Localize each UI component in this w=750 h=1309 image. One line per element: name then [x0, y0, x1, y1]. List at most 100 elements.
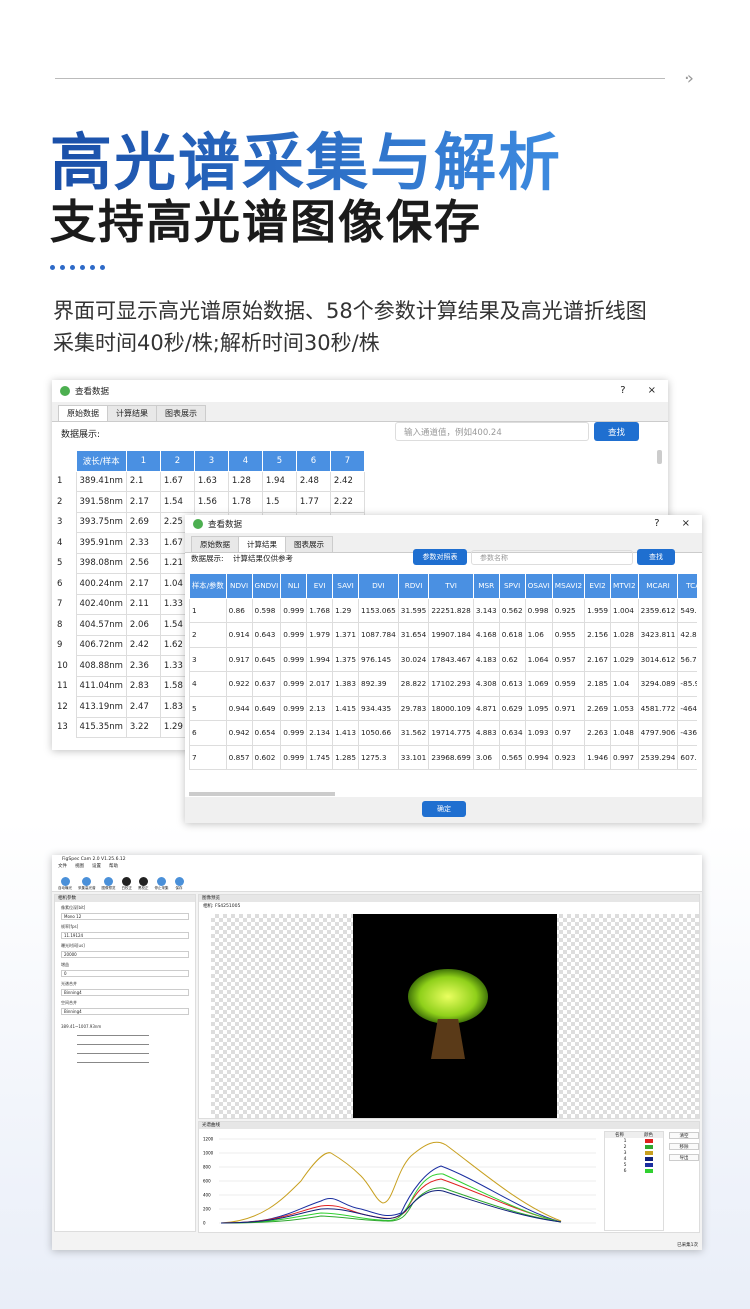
legend-row[interactable]: 2: [605, 1144, 663, 1150]
hyperspectral-image: [353, 914, 557, 1118]
column-header[interactable]: 3: [193, 450, 229, 472]
field-input[interactable]: Binning4: [61, 989, 189, 996]
horizontal-scrollbar[interactable]: [189, 792, 335, 796]
table-cell: 1.413: [332, 720, 359, 746]
table-cell: 1.069: [524, 671, 553, 697]
table-row[interactable]: 7 0.857 0.602 0.999 1.745 1.285 1275.3 33.101 23…: [189, 744, 697, 770]
menu-file[interactable]: 文件: [58, 864, 67, 869]
table-row[interactable]: 1 389.41nm 2.1 1.67 1.63 1.28 1.94 2.48 2.42: [54, 470, 365, 492]
column-header[interactable]: OSAVI: [524, 573, 553, 599]
search-button[interactable]: 查找: [637, 549, 675, 565]
column-header[interactable]: 5: [261, 450, 297, 472]
column-header[interactable]: NLI: [280, 573, 308, 599]
column-header[interactable]: TVI: [428, 573, 474, 599]
table-row[interactable]: 2 391.58nm 2.17 1.54 1.56 1.78 1.5 1.77 2.22: [54, 491, 365, 513]
field-input[interactable]: Mono 12: [61, 913, 189, 920]
toolbar-button[interactable]: 黑校正: [138, 877, 149, 891]
menu-settings[interactable]: 设置: [92, 864, 101, 869]
toolbar-button[interactable]: 停止采集: [155, 877, 169, 891]
menu-help[interactable]: 帮助: [109, 864, 118, 869]
table-cell: 404.57nm: [75, 614, 127, 636]
column-header[interactable]: EVI: [306, 573, 334, 599]
table-cell: 2.47: [125, 696, 161, 718]
column-header[interactable]: 样本/参数: [189, 573, 227, 599]
toolbar-button[interactable]: 图像预览: [102, 877, 116, 891]
table-cell: 0.925: [551, 597, 586, 623]
table-cell: 1.415: [332, 695, 359, 721]
column-header[interactable]: SAVI: [332, 573, 359, 599]
column-header[interactable]: RDVI: [397, 573, 430, 599]
table-row[interactable]: 6 0.942 0.654 0.999 2.134 1.413 1050.66 31.562 1…: [189, 720, 697, 746]
legend-row[interactable]: 6: [605, 1168, 663, 1174]
toolbar-button[interactable]: 自动曝光: [58, 877, 72, 891]
column-header[interactable]: 2: [159, 450, 195, 472]
column-header[interactable]: MCARI: [637, 573, 679, 599]
chart-action-button[interactable]: 清空: [669, 1132, 699, 1139]
close-button[interactable]: ×: [647, 385, 656, 396]
table-row[interactable]: 2 0.914 0.643 0.999 1.979 1.371 1087.784 31.654…: [189, 622, 697, 648]
search-button[interactable]: 查找: [594, 422, 639, 441]
table-cell: 1.064: [524, 646, 553, 672]
tab-raw-data[interactable]: 原始数据: [58, 405, 108, 421]
y-tick-label: 0: [203, 1221, 206, 1226]
table-row[interactable]: 1 0.86 0.598 0.999 1.768 1.29 1153.065 31.595 22…: [189, 597, 697, 623]
table-cell: 17843.467: [428, 646, 474, 672]
table-cell: 2.42: [125, 634, 161, 656]
column-header[interactable]: MSR: [472, 573, 500, 599]
column-header[interactable]: GNDVI: [251, 573, 282, 599]
param-table-button[interactable]: 参数对照表: [413, 549, 467, 565]
table-row[interactable]: 5 0.944 0.649 0.999 2.13 1.415 934.435 29.783 18…: [189, 695, 697, 721]
table-cell: 411.04nm: [75, 675, 127, 697]
help-button[interactable]: ?: [654, 518, 660, 529]
calc-results-table: 样本/参数 NDVI GNDVI NLI EVI SAVI DVI RDVI TVI MSR SPV…: [189, 573, 697, 770]
legend-row[interactable]: 3: [605, 1150, 663, 1156]
chart-action-button[interactable]: 导出: [669, 1154, 699, 1161]
toolbar-button[interactable]: 采集高光谱: [78, 877, 96, 891]
column-header[interactable]: 6: [295, 450, 331, 472]
table-cell: 0.565: [498, 744, 526, 770]
ok-button[interactable]: 确定: [422, 801, 466, 817]
app-titlebar: FigSpec Cam 2.0 V1.25.6.12: [52, 855, 702, 863]
image-canvas[interactable]: [211, 914, 699, 1118]
field-input[interactable]: 20000: [61, 951, 189, 958]
table-cell: 0.97: [551, 720, 586, 746]
column-header[interactable]: DVI: [357, 573, 399, 599]
field-input[interactable]: Binning4: [61, 1008, 189, 1015]
table-cell: 934.435: [357, 695, 399, 721]
column-header[interactable]: TCARI: [677, 573, 697, 599]
help-button[interactable]: ?: [620, 385, 626, 396]
tab-chart[interactable]: 图表展示: [156, 405, 206, 421]
column-header[interactable]: 1: [125, 450, 161, 472]
toolbar-button[interactable]: 保存: [174, 877, 184, 891]
tab-raw-data[interactable]: 原始数据: [191, 536, 239, 552]
field-input[interactable]: 0: [61, 970, 189, 977]
column-header[interactable]: EVI2: [584, 573, 612, 599]
table-cell: 2.36: [125, 655, 161, 677]
legend-row[interactable]: 4: [605, 1156, 663, 1162]
channel-search-input[interactable]: 输入通道值，例如400.24: [395, 422, 589, 441]
table-row[interactable]: 3 0.917 0.645 0.999 1.994 1.375 976.145 30.024 1…: [189, 646, 697, 672]
toolbar-button[interactable]: 白校正: [122, 877, 132, 891]
param-search-input[interactable]: 参数名称: [471, 550, 633, 565]
legend-row[interactable]: 5: [605, 1162, 663, 1168]
column-header[interactable]: 7: [329, 450, 365, 472]
table-cell: 2.17: [125, 491, 161, 513]
table-cell: 19907.184: [428, 622, 474, 648]
tab-chart[interactable]: 图表展示: [285, 536, 333, 552]
close-button[interactable]: ×: [681, 518, 690, 529]
tab-calc-results[interactable]: 计算结果: [238, 536, 286, 552]
column-header[interactable]: NDVI: [225, 573, 253, 599]
chart-action-button[interactable]: 移除: [669, 1143, 699, 1150]
column-header[interactable]: 4: [227, 450, 263, 472]
column-header[interactable]: 波长/样本: [75, 450, 127, 472]
column-header[interactable]: MSAVI2: [551, 573, 586, 599]
menu-view[interactable]: 视图: [75, 864, 84, 869]
column-header[interactable]: SPVI: [498, 573, 526, 599]
tab-calc-results[interactable]: 计算结果: [107, 405, 157, 421]
scrollbar[interactable]: [657, 450, 662, 464]
field-input[interactable]: 11.19124: [61, 932, 189, 939]
legend-row[interactable]: 1: [605, 1138, 663, 1144]
table-cell: 2.17: [125, 573, 161, 595]
column-header[interactable]: MTVI2: [610, 573, 639, 599]
table-row[interactable]: 4 0.922 0.637 0.999 2.017 1.383 892.39 28.822 17…: [189, 671, 697, 697]
